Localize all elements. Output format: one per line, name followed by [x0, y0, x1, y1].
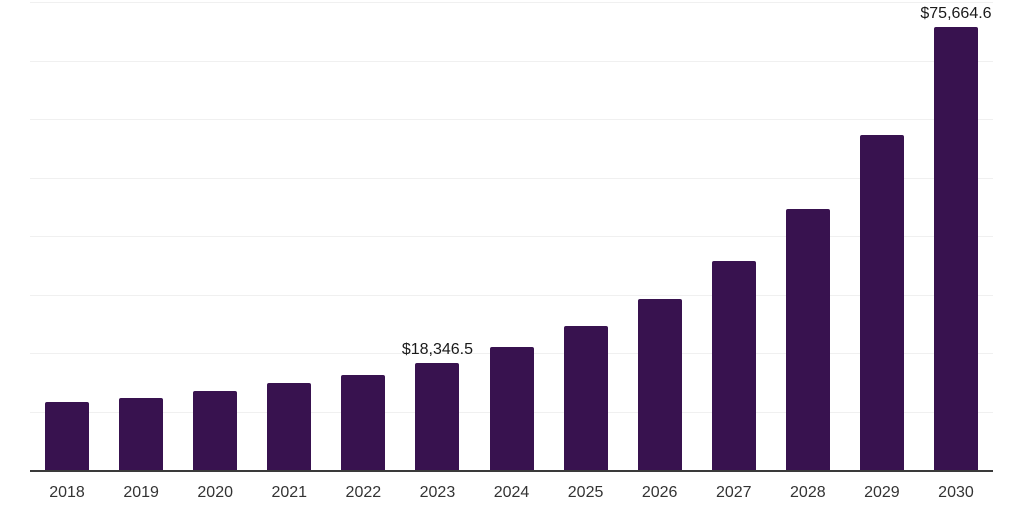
bar-slot-2030: $75,664.6	[919, 2, 993, 470]
bar-2028	[785, 208, 830, 470]
x-axis-label-2030: 2030	[938, 484, 974, 501]
x-axis-label-2020: 2020	[197, 484, 233, 501]
bar-slot-2027	[697, 2, 771, 470]
bar-2026	[637, 298, 682, 470]
bar-slot-2029	[845, 2, 919, 470]
gridline-60000	[30, 119, 993, 120]
bar-2020	[193, 391, 238, 470]
bar-2024	[489, 347, 534, 470]
gridline-40000	[30, 236, 993, 237]
bar-slot-2022	[326, 2, 400, 470]
data-label-2030: $75,664.6	[920, 5, 992, 23]
bar-2025	[563, 325, 608, 470]
x-axis-label-2019: 2019	[123, 484, 159, 501]
bar-slot-2019	[104, 2, 178, 470]
bar-2021	[267, 382, 312, 470]
x-axis: 2018 2019 2020 2021 2022 2023 2024 2025 2026 2027…	[30, 483, 993, 503]
bar-slot-2024	[474, 2, 548, 470]
bar-slot-2025	[549, 2, 623, 470]
x-axis-label-2029: 2029	[864, 484, 900, 501]
bar-2022	[341, 375, 386, 470]
gridline-50000	[30, 177, 993, 179]
plot-area: $18,346.5 $75,664.6	[30, 2, 993, 472]
x-axis-label-2027: 2027	[715, 484, 752, 501]
bars-row: $18,346.5 $75,664.6	[30, 2, 993, 470]
bar-2029	[859, 134, 904, 470]
bar-2019	[119, 398, 164, 470]
x-axis-label-2026: 2026	[641, 484, 678, 501]
bar-slot-2021	[252, 2, 326, 470]
gridline-30000	[30, 294, 993, 296]
gridline-70000	[30, 60, 993, 62]
bar-slot-2026	[623, 2, 697, 470]
x-axis-label-2028: 2028	[790, 484, 826, 501]
x-axis-label-2018: 2018	[49, 484, 85, 501]
bar-2023: $18,346.5	[402, 341, 473, 470]
x-axis-label-2022: 2022	[345, 484, 382, 501]
bar-2027	[711, 261, 756, 470]
x-axis-label-2021: 2021	[271, 484, 308, 501]
bar-2018	[45, 402, 90, 470]
bar-2030: $75,664.6	[920, 6, 992, 470]
bar-slot-2028	[771, 2, 845, 470]
bar-slot-2018	[30, 2, 104, 470]
x-axis-label-2025: 2025	[567, 484, 604, 501]
gridline-80000	[30, 2, 993, 3]
x-axis-label-2023: 2023	[419, 484, 456, 501]
x-axis-label-2024: 2024	[493, 484, 530, 501]
bar-slot-2020	[178, 2, 252, 470]
bar-slot-2023: $18,346.5	[400, 2, 474, 470]
data-label-2023: $18,346.5	[401, 340, 474, 358]
